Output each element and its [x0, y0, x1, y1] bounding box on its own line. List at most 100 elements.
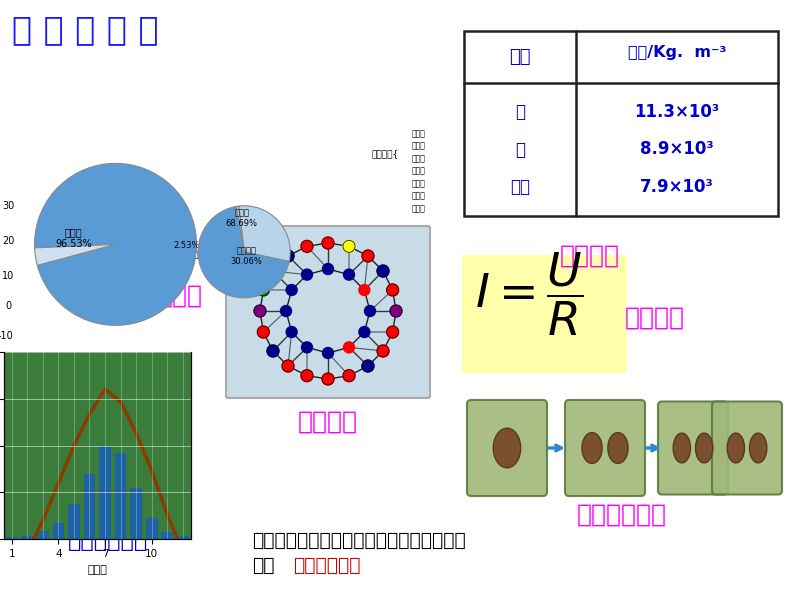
Text: 铜: 铜 — [515, 141, 525, 159]
Circle shape — [387, 326, 399, 338]
FancyBboxPatch shape — [226, 226, 430, 398]
Circle shape — [322, 263, 333, 275]
Circle shape — [387, 284, 399, 296]
Bar — [464, 31, 778, 216]
Circle shape — [344, 342, 354, 353]
Text: 生物水: 生物水 — [412, 191, 426, 200]
Circle shape — [359, 327, 370, 337]
Text: -10: -10 — [0, 331, 13, 341]
Circle shape — [257, 326, 269, 338]
Text: 大气水: 大气水 — [412, 204, 426, 213]
Circle shape — [377, 345, 389, 357]
Text: 8.9×10³: 8.9×10³ — [640, 141, 714, 159]
Text: 7.9×10³: 7.9×10³ — [640, 178, 714, 195]
Bar — [177, 536, 189, 539]
Text: 2.53%: 2.53% — [174, 241, 200, 250]
Circle shape — [282, 250, 294, 262]
FancyBboxPatch shape — [658, 402, 728, 495]
Bar — [146, 519, 157, 539]
Text: 一条曲线: 一条曲线 — [55, 410, 115, 434]
Wedge shape — [239, 206, 290, 261]
Text: 河流水: 河流水 — [412, 179, 426, 188]
FancyBboxPatch shape — [467, 400, 547, 496]
Circle shape — [364, 306, 376, 316]
Circle shape — [344, 269, 354, 280]
Circle shape — [286, 284, 297, 296]
Bar — [161, 532, 173, 539]
Bar — [68, 504, 79, 539]
Circle shape — [343, 240, 355, 252]
FancyBboxPatch shape — [712, 402, 782, 495]
Text: 海洋水
96.53%: 海洋水 96.53% — [55, 227, 92, 249]
Circle shape — [362, 250, 374, 262]
Ellipse shape — [608, 433, 628, 464]
Circle shape — [390, 305, 402, 317]
Bar — [130, 488, 142, 539]
Text: 0: 0 — [5, 301, 11, 311]
Text: 沼泽水: 沼泽水 — [412, 166, 426, 175]
Circle shape — [322, 347, 333, 359]
Ellipse shape — [582, 433, 602, 464]
Circle shape — [301, 370, 313, 381]
Bar — [99, 446, 111, 539]
Bar — [115, 452, 126, 539]
Bar — [83, 474, 95, 539]
Circle shape — [286, 327, 297, 337]
Bar — [21, 536, 33, 539]
Text: 铅: 铅 — [515, 103, 525, 121]
Circle shape — [359, 284, 370, 296]
X-axis label: （月）: （月） — [87, 564, 107, 575]
Text: 永冻土: 永冻土 — [412, 129, 426, 138]
Circle shape — [377, 265, 389, 277]
Text: 土壤水: 土壤水 — [412, 141, 426, 151]
Text: 湖泊咸水和地下咸水 0.94%: 湖泊咸水和地下咸水 0.94% — [170, 249, 241, 258]
Text: 20: 20 — [2, 236, 14, 246]
Text: 密度/Kg.  m⁻³: 密度/Kg. m⁻³ — [628, 45, 727, 61]
Text: 10: 10 — [2, 271, 14, 281]
Text: 一幅图: 一幅图 — [157, 284, 202, 308]
Circle shape — [322, 237, 334, 249]
Text: 都可以将一些难以认识、观察、描述的事物: 都可以将一些难以认识、观察、描述的事物 — [252, 531, 466, 550]
Circle shape — [301, 240, 313, 252]
Bar — [6, 537, 17, 539]
Circle shape — [343, 370, 355, 381]
Text: 冰川水
68.69%: 冰川水 68.69% — [225, 209, 258, 228]
Text: 30: 30 — [2, 201, 14, 211]
Ellipse shape — [673, 433, 691, 463]
Text: $I = \dfrac{U}{R}$: $I = \dfrac{U}{R}$ — [475, 250, 584, 338]
Text: 物质: 物质 — [509, 48, 530, 66]
Ellipse shape — [493, 428, 521, 468]
Wedge shape — [35, 244, 116, 265]
Circle shape — [362, 360, 374, 372]
Text: 一张表格: 一张表格 — [560, 244, 620, 268]
Wedge shape — [236, 206, 245, 252]
Circle shape — [267, 265, 279, 277]
Text: 都是一个模型: 都是一个模型 — [67, 531, 148, 551]
Text: 模 型 的 类 型: 模 型 的 类 型 — [12, 13, 159, 46]
Circle shape — [302, 342, 313, 353]
Wedge shape — [35, 163, 196, 325]
Text: 一段动画: 一段动画 — [298, 410, 358, 434]
Circle shape — [280, 306, 291, 316]
Circle shape — [257, 284, 269, 296]
FancyBboxPatch shape — [565, 400, 645, 496]
Circle shape — [322, 373, 334, 385]
Text: 湖沼淡: 湖沼淡 — [412, 154, 426, 163]
Circle shape — [282, 360, 294, 372]
Ellipse shape — [696, 433, 713, 463]
Text: 直观易明白。: 直观易明白。 — [293, 556, 360, 575]
Wedge shape — [198, 206, 289, 298]
Text: 一个公式: 一个公式 — [625, 306, 685, 330]
Ellipse shape — [727, 433, 745, 463]
Text: 一个复杂过程: 一个复杂过程 — [577, 503, 667, 527]
Text: 其他水体{: 其他水体{ — [372, 150, 399, 159]
Bar — [37, 531, 48, 539]
Circle shape — [254, 305, 266, 317]
Circle shape — [267, 345, 279, 357]
Circle shape — [302, 269, 313, 280]
Text: 纯铁: 纯铁 — [510, 178, 530, 195]
Ellipse shape — [750, 433, 767, 463]
Text: 变得: 变得 — [252, 556, 275, 575]
Text: 地下淡水
30.06%: 地下淡水 30.06% — [230, 247, 262, 266]
Bar — [52, 523, 64, 539]
